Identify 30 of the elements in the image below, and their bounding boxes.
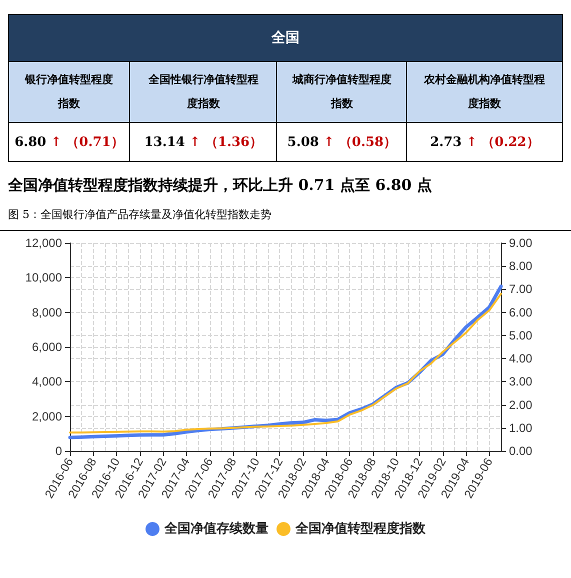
text: 全国 [8,14,562,62]
y-tick-label: 8,000 [32,305,62,320]
text: 5.08 ↑ （0.58） [287,135,397,150]
y2-tick-label: 5.00 [509,328,533,342]
y2-tick-label: 1.00 [509,420,533,435]
y2-tick-label: 9.00 [509,236,533,250]
text: 6.80 ↑ （0.71） [14,135,124,150]
chart-subtitle: 图 5：全国银行净值产品存续量及净值化转型指数走势 [0,203,571,231]
y2-tick-label: 2.00 [509,398,533,412]
text: 农村金融机构净值转型程度指数 [406,62,562,122]
text: 城商行净值转型程度指数 [276,62,407,122]
y-tick-label: 4,000 [32,374,62,389]
legend-label: 全国净值转型程度指数 [294,520,426,536]
text: 银行净值转型程度指数 [8,62,130,122]
chart-title: 全国净值转型程度指数持续提升，环比上升 0.71 点至 6.80 点 [6,175,433,196]
text: 2.73 ↑ （0.22） [430,135,540,150]
y2-tick-label: 0.00 [509,444,533,458]
y2-tick-label: 7.00 [509,282,533,296]
y2-tick-label: 3.00 [509,374,533,389]
y-tick-label: 6,000 [32,340,62,354]
y2-tick-label: 6.00 [509,305,533,320]
text: 全国性银行净值转型程度指数 [130,62,277,122]
y2-tick-label: 4.00 [509,352,533,366]
text: 13.14 ↑ （1.36） [144,135,263,150]
y-tick-label: 10,000 [25,270,62,285]
y-tick-label: 2,000 [32,409,62,424]
y-tick-label: 12,000 [25,236,62,250]
legend-label: 全国净值存续数量 [164,522,268,536]
y-tick-label: 0 [55,444,62,458]
y2-tick-label: 8.00 [509,259,533,274]
